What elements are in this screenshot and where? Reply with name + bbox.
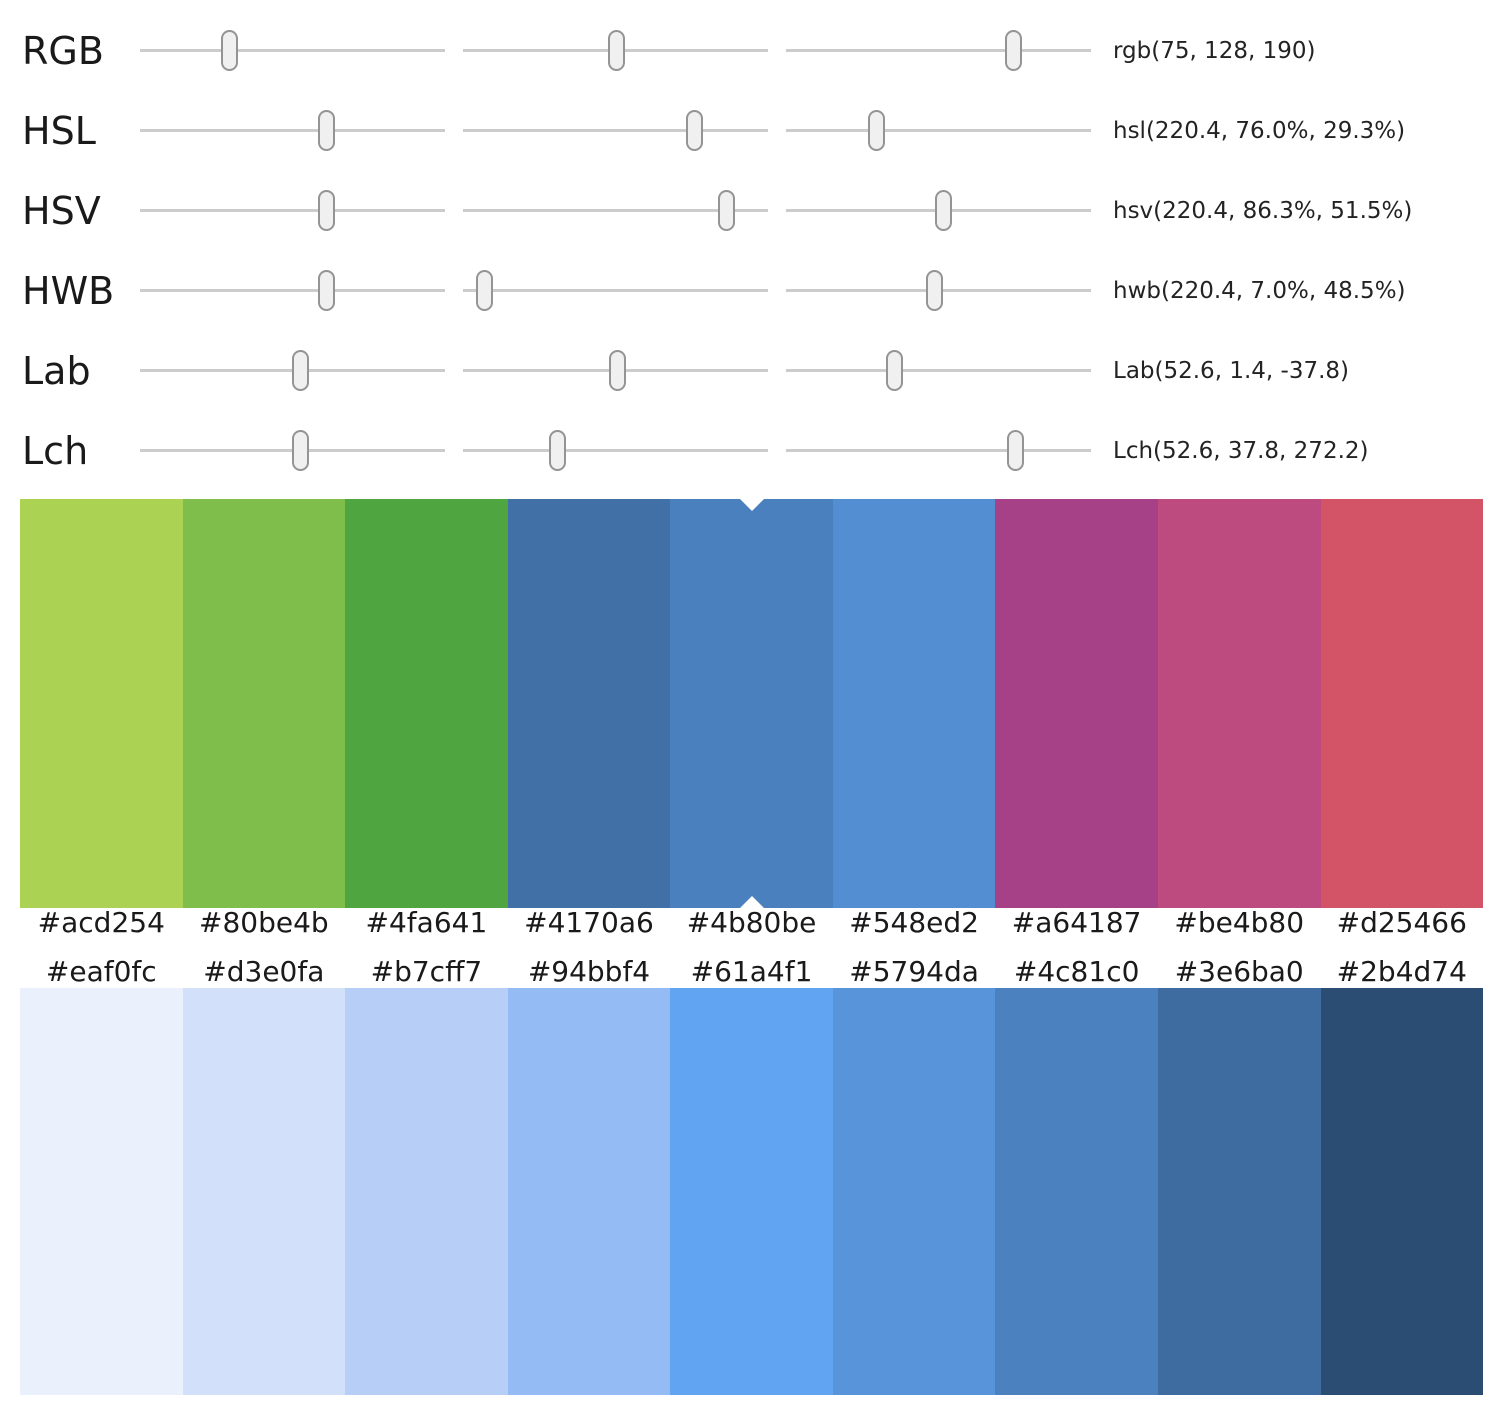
slider-track-lab-2[interactable] <box>463 350 768 391</box>
palette-top-swatch-6[interactable] <box>995 499 1158 908</box>
hex-label: #4b80be <box>686 906 817 939</box>
slider-thumb-lab-3[interactable] <box>886 350 904 391</box>
palette-bottom-swatch-5[interactable] <box>832 988 996 1395</box>
color-value-text-hsl: hsl(220.4, 76.0%, 29.3%) <box>1113 118 1406 144</box>
palette-top-swatch-4[interactable] <box>670 499 833 908</box>
slider-thumb-hsv-1[interactable] <box>318 190 336 231</box>
color-value-text-hsv: hsv(220.4, 86.3%, 51.5%) <box>1113 198 1413 224</box>
hex-label: #94bbf4 <box>527 955 651 988</box>
hex-label: #4c81c0 <box>1013 955 1140 988</box>
selected-swatch-notch-bottom <box>739 896 764 908</box>
slider-track-lch-2[interactable] <box>463 430 768 471</box>
hex-label: #be4b80 <box>1174 906 1305 939</box>
hex-label: #d25466 <box>1336 906 1467 939</box>
slider-thumb-hsl-1[interactable] <box>318 110 336 151</box>
slider-thumb-lch-1[interactable] <box>291 430 309 471</box>
slider-track-hsv-1[interactable] <box>140 190 445 231</box>
slider-thumb-hwb-1[interactable] <box>318 270 336 311</box>
palette-top-swatch-7[interactable] <box>1157 499 1321 908</box>
slider-track-lch-3[interactable] <box>786 430 1091 471</box>
palette-bottom-swatch-6[interactable] <box>995 988 1158 1395</box>
hex-label: #4170a6 <box>524 906 654 939</box>
colorspace-label-hwb: HWB <box>22 269 115 313</box>
slider-track-rgb-3[interactable] <box>786 30 1091 71</box>
palette-bottom-swatch-4[interactable] <box>670 988 833 1395</box>
palette-bottom-swatch-0[interactable] <box>20 988 183 1395</box>
slider-thumb-rgb-3[interactable] <box>1004 30 1022 71</box>
hex-label: #eaf0fc <box>45 955 157 988</box>
palette-bottom-swatch-2[interactable] <box>345 988 508 1395</box>
colorspace-label-lch: Lch <box>22 429 89 473</box>
color-value-text-hwb: hwb(220.4, 7.0%, 48.5%) <box>1113 278 1406 304</box>
slider-thumb-rgb-1[interactable] <box>221 30 239 71</box>
slider-thumb-rgb-2[interactable] <box>607 30 625 71</box>
hex-row-top: #acd254 #80be4b #4fa641 #4170a6 #4b80be #548e… <box>20 906 1483 940</box>
palette-top <box>20 499 1484 908</box>
palette-top-swatch-5[interactable] <box>832 499 996 908</box>
slider-thumb-lch-3[interactable] <box>1006 430 1024 471</box>
slider-track-hwb-3[interactable] <box>786 270 1091 311</box>
hex-label: #b7cff7 <box>370 955 483 988</box>
slider-track-hwb-2[interactable] <box>463 270 768 311</box>
palette-bottom-swatch-3[interactable] <box>507 988 671 1395</box>
slider-track-rgb-1[interactable] <box>140 30 445 71</box>
colorspace-label-lab: Lab <box>22 349 91 393</box>
hex-label: #80be4b <box>199 906 329 939</box>
slider-thumb-hsl-2[interactable] <box>686 110 704 151</box>
colorspace-label-rgb: RGB <box>22 29 104 73</box>
palette-top-swatch-0[interactable] <box>20 499 183 908</box>
palette-top-swatch-8[interactable] <box>1320 499 1484 908</box>
palette-top-swatch-3[interactable] <box>507 499 671 908</box>
slider-track-hsv-3[interactable] <box>786 190 1091 231</box>
slider-track-hsl-3[interactable] <box>786 110 1091 151</box>
hex-label: #3e6ba0 <box>1174 955 1304 988</box>
slider-thumb-lab-1[interactable] <box>291 350 309 391</box>
hex-label: #5794da <box>849 955 979 988</box>
slider-track-lab-1[interactable] <box>140 350 445 391</box>
slider-thumb-lch-2[interactable] <box>549 430 567 471</box>
slider-track-hsl-1[interactable] <box>140 110 445 151</box>
hex-label: #4fa641 <box>365 906 488 939</box>
hex-label: #548ed2 <box>849 906 979 939</box>
palette-bottom-swatch-7[interactable] <box>1157 988 1321 1395</box>
hex-row-bottom: #eaf0fc #d3e0fa #b7cff7 #94bbf4 #61a4f1 #5794… <box>20 955 1483 989</box>
selected-swatch-notch-top <box>739 499 764 511</box>
palette-top-swatch-2[interactable] <box>345 499 508 908</box>
slider-thumb-hsv-2[interactable] <box>717 190 735 231</box>
slider-thumb-hsl-3[interactable] <box>868 110 886 151</box>
slider-thumb-lab-2[interactable] <box>608 350 626 391</box>
slider-thumb-hwb-3[interactable] <box>926 270 944 311</box>
hex-label: #a64187 <box>1011 906 1142 939</box>
color-value-text-lch: Lch(52.6, 37.8, 272.2) <box>1113 438 1369 464</box>
palette-bottom <box>20 988 1484 1395</box>
slider-thumb-hwb-2[interactable] <box>475 270 493 311</box>
slider-track-lch-1[interactable] <box>140 430 445 471</box>
palette-top-swatch-1[interactable] <box>182 499 346 908</box>
palette-bottom-swatch-8[interactable] <box>1320 988 1484 1395</box>
slider-track-hsv-2[interactable] <box>463 190 768 231</box>
palette-bottom-swatch-1[interactable] <box>182 988 346 1395</box>
color-value-text-lab: Lab(52.6, 1.4, -37.8) <box>1113 358 1349 384</box>
slider-track-hsl-2[interactable] <box>463 110 768 151</box>
hex-label: #d3e0fa <box>203 955 325 988</box>
hex-label: #2b4d74 <box>1336 955 1467 988</box>
hex-label: #acd254 <box>37 906 165 939</box>
colorspace-label-hsl: HSL <box>22 109 96 153</box>
slider-track-lab-3[interactable] <box>786 350 1091 391</box>
hex-label: #61a4f1 <box>690 955 813 988</box>
colorspace-label-hsv: HSV <box>22 189 101 233</box>
slider-track-rgb-2[interactable] <box>463 30 768 71</box>
color-value-text-rgb: rgb(75, 128, 190) <box>1113 38 1316 64</box>
slider-track-hwb-1[interactable] <box>140 270 445 311</box>
slider-thumb-hsv-3[interactable] <box>934 190 952 231</box>
